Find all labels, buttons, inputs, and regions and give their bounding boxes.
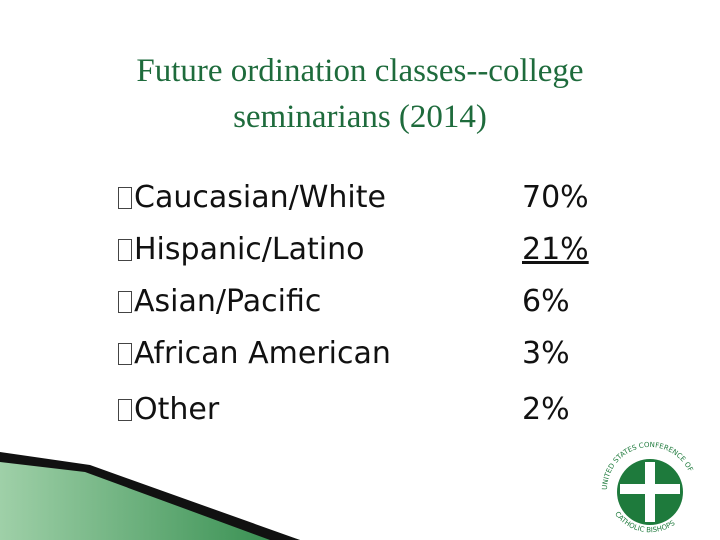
item-label: Hispanic/Latino	[134, 232, 365, 267]
bullet	[118, 239, 132, 261]
list-item: African American	[118, 328, 391, 380]
bullet	[118, 399, 132, 421]
list-item: Caucasian/White	[118, 172, 386, 224]
item-value: 70%	[522, 180, 589, 215]
item-label: Asian/Pacific	[134, 284, 322, 319]
list-item: Asian/Pacific	[118, 276, 321, 328]
logo-cross	[620, 484, 680, 494]
item-value: 21%	[522, 232, 589, 267]
bullet	[118, 291, 132, 313]
list-item: Other	[118, 384, 219, 436]
item-label: Caucasian/White	[134, 180, 386, 215]
bullet	[118, 187, 132, 209]
item-label: Other	[134, 392, 220, 427]
item-value: 3%	[522, 336, 570, 371]
item-value: 6%	[522, 284, 570, 319]
item-label: African American	[134, 336, 391, 371]
bullet	[118, 343, 132, 365]
title: Future ordination classes--college semin…	[136, 53, 584, 135]
list-item: Hispanic/Latino	[118, 224, 364, 276]
item-value: 2%	[522, 392, 570, 427]
swoosh-line	[0, 452, 300, 540]
